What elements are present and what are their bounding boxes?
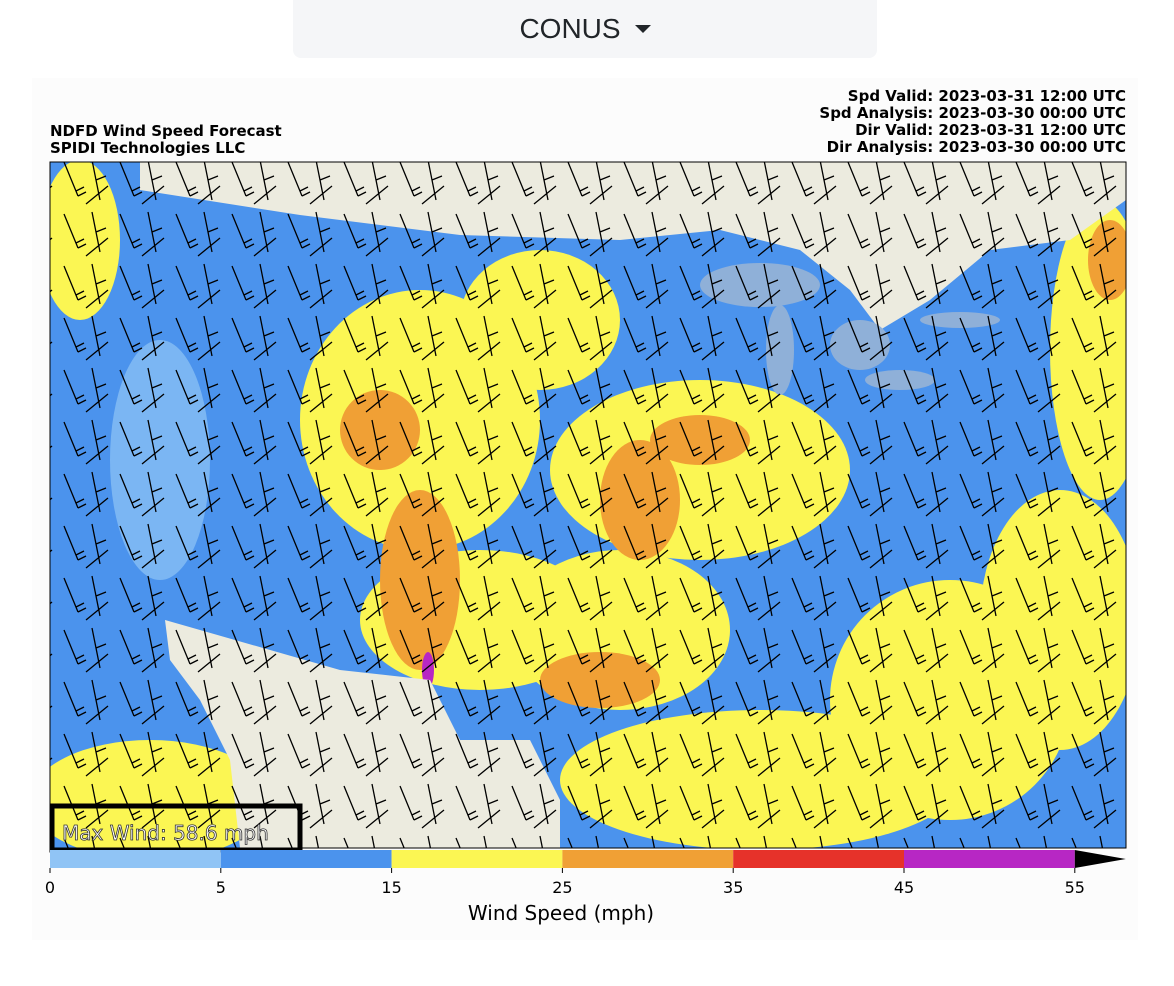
caret [634,25,651,33]
valid-line: Dir Analysis: 2023-03-30 00:00 UTC [827,138,1126,156]
valid-line: Spd Analysis: 2023-03-30 00:00 UTC [819,104,1126,122]
colorbar-segment [220,850,392,868]
colorbar-segment [391,850,563,868]
colorbar-segment [562,850,734,868]
colorbar-segment [904,850,1075,868]
map [50,162,1126,848]
title-line: SPIDI Technologies LLC [50,139,245,157]
colorbar-tick-label: 15 [381,878,401,897]
region-dropdown[interactable]: CONUS [293,0,877,58]
colorbar: 0 5 15 25 35 45 55 [45,850,1126,897]
colorbar-tick-label: 5 [216,878,226,897]
colorbar-segment [733,850,904,868]
colorbar-label: Wind Speed (mph) [468,901,654,925]
valid-line: Spd Valid: 2023-03-31 12:00 UTC [848,87,1126,105]
colorbar-tick-label: 35 [723,878,743,897]
colorbar-extend [1074,850,1126,868]
colorbar-tick-label: 0 [45,878,55,897]
colorbar-tick-label: 55 [1065,878,1085,897]
colorbar-tick-label: 45 [894,878,914,897]
colorbar-segment [50,850,221,868]
colorbar-tick-label: 25 [552,878,572,897]
valid-line: Dir Valid: 2023-03-31 12:00 UTC [855,121,1126,139]
title-line: NDFD Wind Speed Forecast [50,122,282,140]
dropdown-label: CONUS [519,13,621,44]
max-wind-label: Max Wind: 58.6 mph [62,821,269,845]
map-frame [49,161,1127,849]
